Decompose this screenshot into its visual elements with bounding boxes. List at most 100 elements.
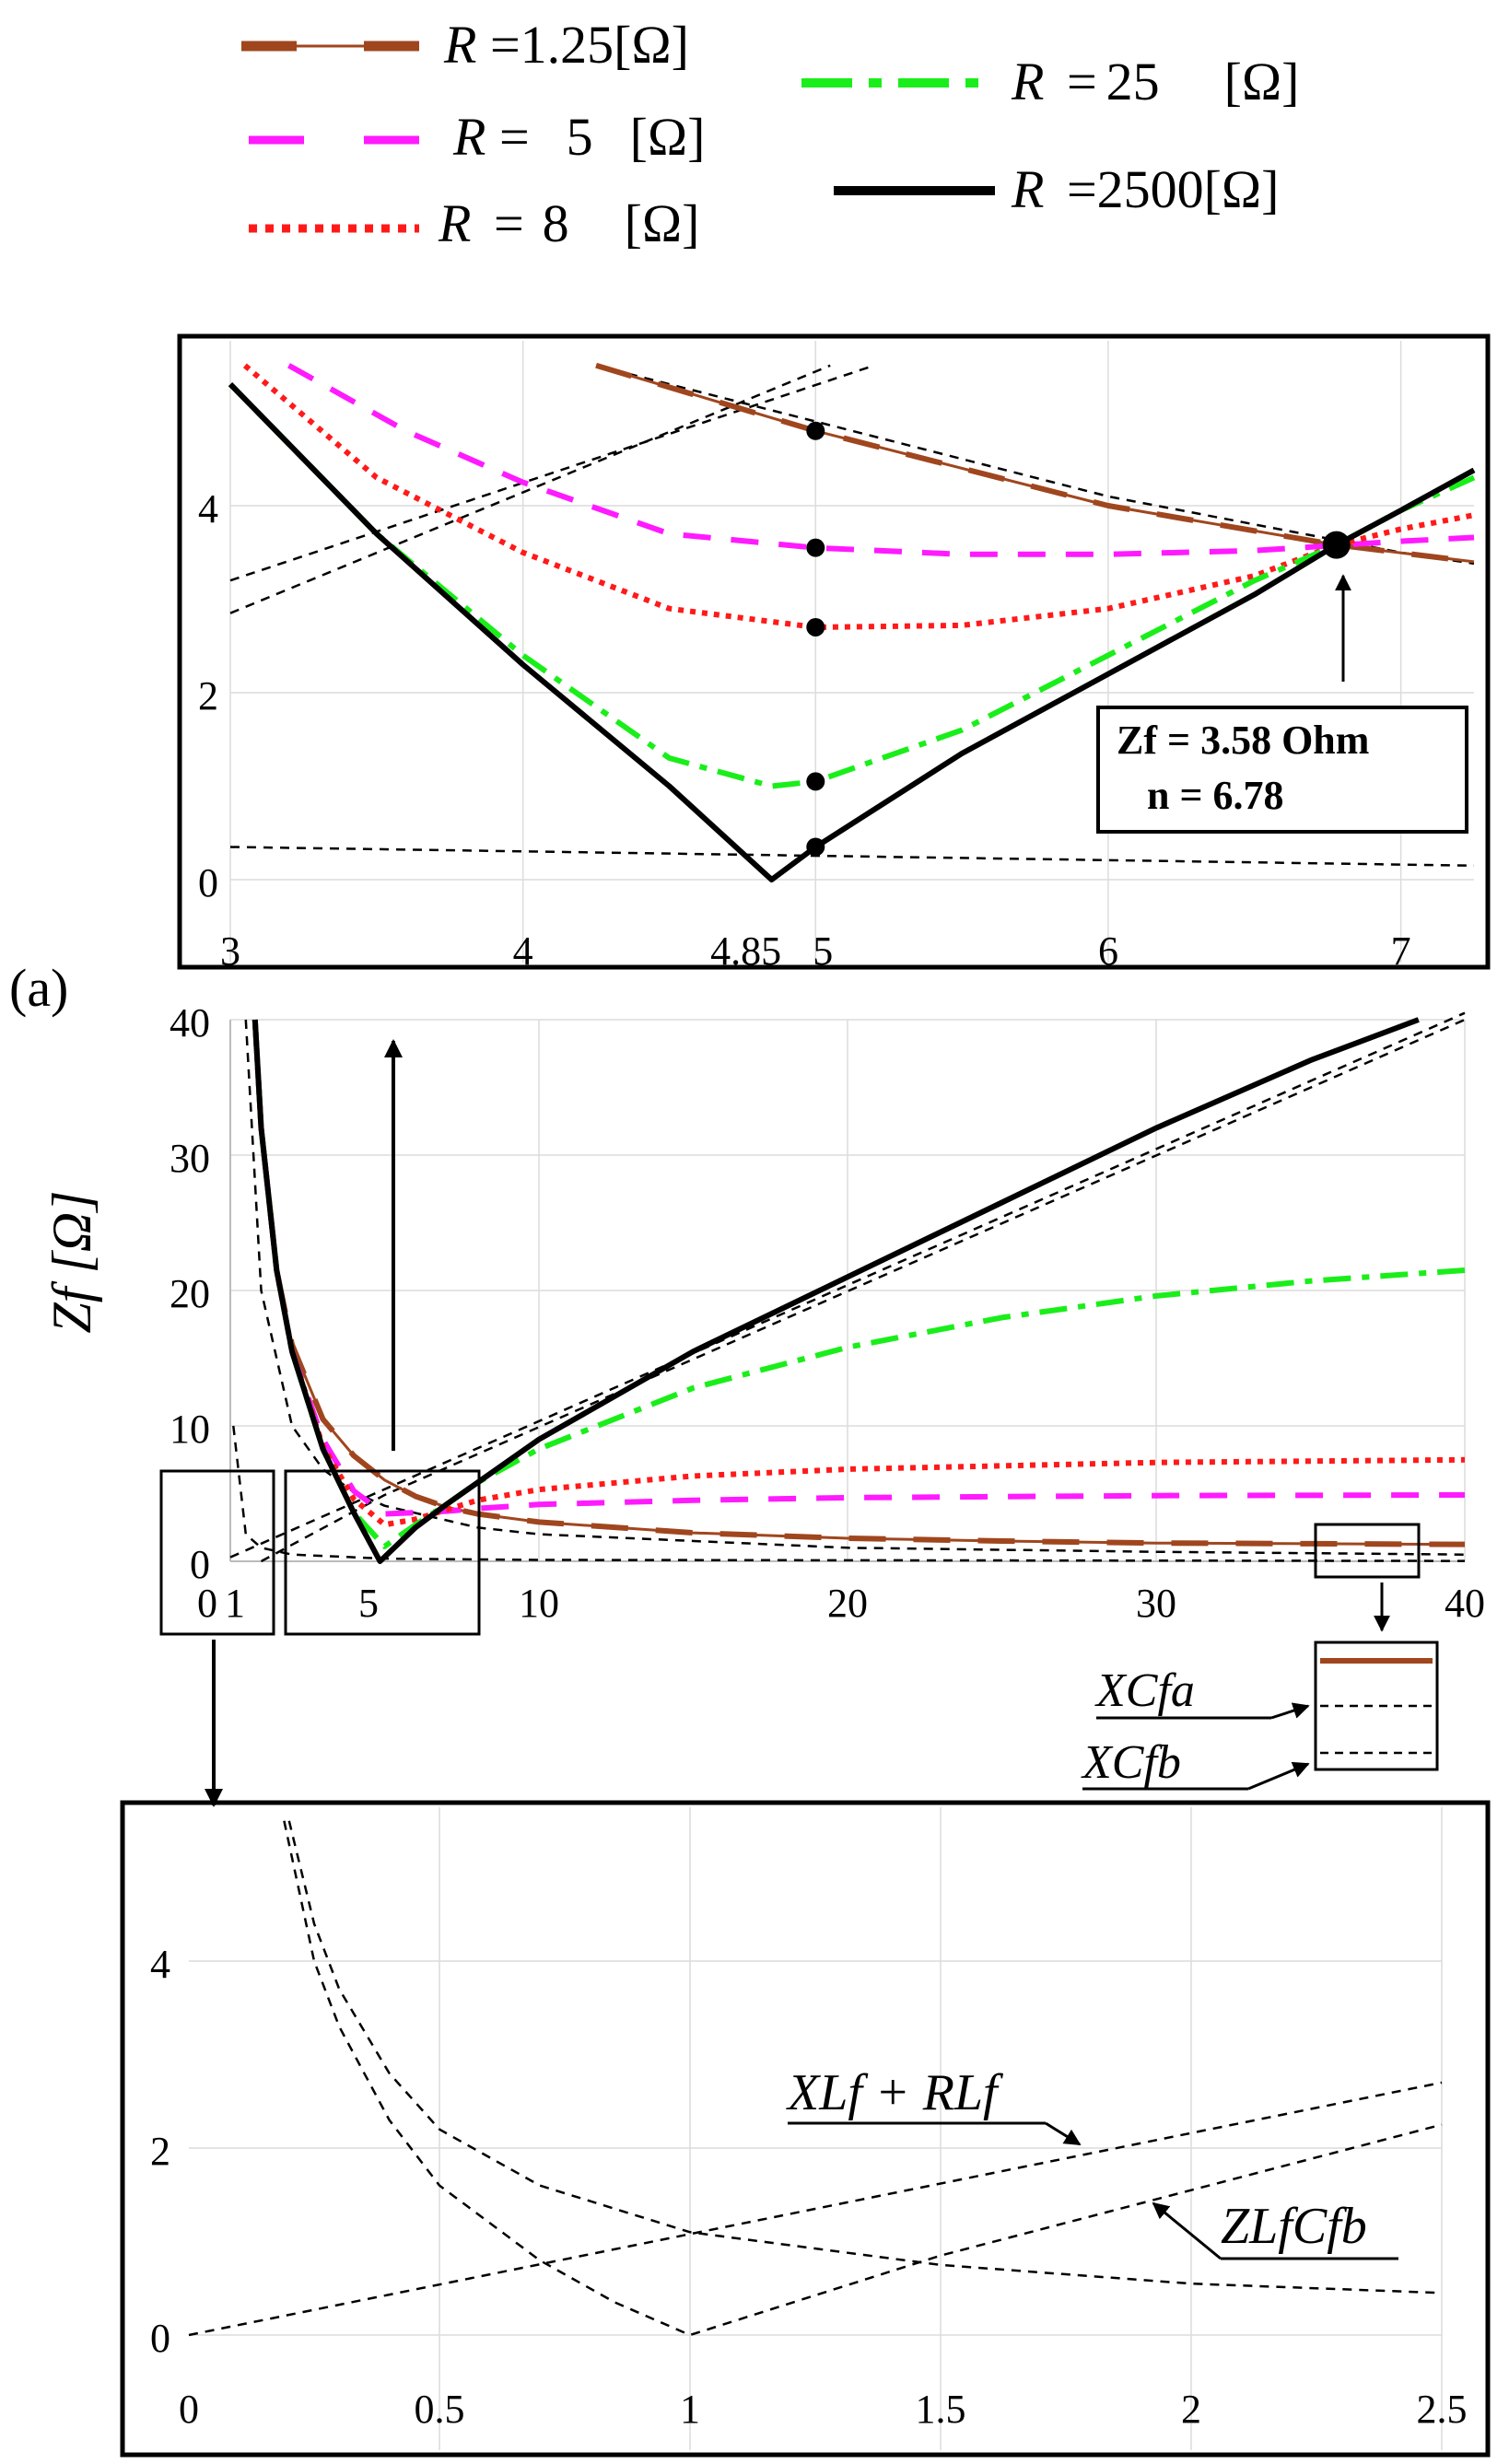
- legend-entry-r8: R = 8 [Ω]: [249, 193, 699, 253]
- main-y-tick-0: 0: [190, 1542, 210, 1587]
- main-y-tick-40: 40: [170, 1000, 210, 1045]
- inset-bottom-series-zlfcfb: [283, 1820, 1443, 2337]
- legend-entry-r1-25: R =1.25[Ω]: [241, 15, 689, 75]
- main-series: [229, 1011, 1466, 1564]
- svg-text:R =2500[Ω]: R =2500[Ω]: [1011, 159, 1279, 219]
- inset-top-markers: [806, 421, 1351, 857]
- zoom-box-right: [1314, 1523, 1421, 1579]
- main-x-tick-5: 5: [358, 1581, 379, 1626]
- svg-text:R =1.25[Ω]: R =1.25[Ω]: [443, 15, 689, 75]
- inset-top-series: [228, 362, 1476, 882]
- legend-unit: [Ω]: [1204, 159, 1280, 219]
- main-x-tick-20: 20: [827, 1581, 868, 1626]
- main-series-r-25: [251, 1019, 1466, 1549]
- detail-box: XCfa XCfb: [1081, 1641, 1439, 1791]
- label-xcfb: XCfb: [1081, 1736, 1181, 1789]
- legend-entry-r25: R = 25 [Ω]: [801, 52, 1299, 111]
- main-y-tick-labels: 0 10 20 30 40: [170, 1000, 210, 1587]
- legend-unit: [Ω]: [614, 15, 689, 75]
- inset-bottom-x-tick-2: 2: [1181, 2387, 1201, 2432]
- inset-bottom-chart: 0 2 4 0 0.5 1 1.5 2 2.5 XLf + RLf ZLfCfb: [120, 1800, 1491, 2458]
- main-x-tick-labels: 0 1 5 10 20 30 40: [197, 1581, 1485, 1626]
- main-series-r-2500: [251, 1017, 1420, 1564]
- annotation-box: Zf = 3.58 Ohm n = 6.78: [1096, 706, 1468, 834]
- inset-top-y-tick-0: 0: [198, 860, 218, 905]
- inset-top-series-xcfb: [229, 846, 1475, 868]
- legend-entry-r2500: R =2500[Ω]: [834, 159, 1279, 219]
- inset-bottom-y-tick-2: 2: [150, 2129, 170, 2174]
- svg-text:R =25[Ω]: R = 25 [Ω]: [1011, 52, 1299, 111]
- legend-value: 25: [1106, 52, 1160, 111]
- inset-top-series-xlf-rlf: [229, 364, 875, 582]
- label-xcfb-pointer: [1247, 1761, 1310, 1791]
- legend-eq: =: [494, 193, 524, 253]
- main-series-r-1-25-overlay: [251, 1019, 1466, 1547]
- svg-text:R =8[Ω]: R = 8 [Ω]: [438, 193, 699, 253]
- main-series-zlfcfb: [260, 1018, 1466, 1563]
- inset-top-x-tick-3: 3: [220, 928, 240, 974]
- intersection-point: [1322, 531, 1351, 559]
- inset-bottom-x-tick-1-5: 1.5: [916, 2387, 966, 2432]
- legend-symbol: R: [438, 193, 471, 253]
- legend-value: 1.25: [521, 15, 614, 75]
- legend: R =1.25[Ω] R = 5 [Ω] R = 8 [Ω] R = 25 [Ω] R =2…: [241, 15, 1299, 253]
- inset-top-y-tick-4: 4: [198, 486, 218, 531]
- main-y-tick-10: 10: [170, 1407, 210, 1452]
- legend-eq: =: [1067, 52, 1097, 111]
- inset-top-x-tick-5: 5: [813, 928, 833, 974]
- zoom-box-center: [284, 1469, 481, 1636]
- inset-top-series-r-5: [287, 363, 1475, 557]
- inset-top-series-r-1-25: [595, 364, 1475, 564]
- panel-label: (a): [9, 958, 68, 1018]
- legend-symbol: R: [1011, 159, 1044, 219]
- inset-bottom-x-tick-0-5: 0.5: [415, 2387, 465, 2432]
- inset-bottom-x-tick-2-5: 2.5: [1417, 2387, 1468, 2432]
- label-zlfcfb-pointer: [1152, 2201, 1222, 2260]
- main-x-tick-40: 40: [1445, 1581, 1485, 1626]
- legend-unit: [Ω]: [625, 193, 700, 253]
- label-zlfcfb: ZLfCfb: [1221, 2198, 1367, 2255]
- label-xlf-rlf: XLf + RLf: [786, 2064, 1004, 2121]
- inset-top-x-tick-6: 6: [1098, 928, 1118, 974]
- svg-text:R =5[Ω]: R = 5 [Ω]: [452, 107, 705, 167]
- inset-top-x-tick-7: 7: [1391, 928, 1411, 974]
- label-xcfa-pointer: [1270, 1702, 1310, 1720]
- inset-top-marker-1: [806, 538, 825, 557]
- legend-eq: =: [499, 107, 530, 167]
- main-x-tick-1: 1: [225, 1581, 245, 1626]
- inset-bottom-y-tick-labels: 0 2 4: [150, 1942, 170, 2361]
- legend-value: 2500: [1097, 159, 1204, 219]
- inset-bottom-grid: [189, 1807, 1443, 2450]
- inset-top-series-r-1-25-overlay: [595, 362, 1475, 565]
- legend-value: 5: [567, 107, 593, 167]
- inset-bottom-y-tick-4: 4: [150, 1942, 170, 1987]
- zoom-box-left: [159, 1469, 275, 1636]
- main-y-tick-20: 20: [170, 1271, 210, 1316]
- annotation-n: n = 6.78: [1147, 773, 1284, 818]
- inset-top-marker-4: [806, 837, 825, 857]
- inset-top-marker-2: [806, 617, 825, 636]
- label-xlf-rlf-pointer: [1045, 2121, 1082, 2146]
- main-chart: 0 10 20 30 40 0 1 5 10 20 30 40 Zf [Ω] XCfa XCfb: [41, 1000, 1485, 1807]
- main-y-tick-30: 30: [170, 1136, 210, 1181]
- label-xcfa: XCfa: [1094, 1664, 1195, 1717]
- inset-top-series-r-8: [242, 363, 1475, 630]
- inset-top-chart: 024 3 4 4.85 5 6 7 Zf = 3.58 Ohm n = 6.78: [177, 333, 1491, 974]
- annotation-box-frame: [1096, 706, 1468, 834]
- inset-bottom-series-xcfa: [287, 1820, 1443, 2295]
- inset-bottom-x-tick-labels: 0 0.5 1 1.5 2 2.5: [179, 2387, 1468, 2432]
- inset-bottom-series-xlf-rlf: [188, 2081, 1443, 2337]
- annotation-zf: Zf = 3.58 Ohm: [1117, 718, 1369, 763]
- legend-unit: [Ω]: [630, 107, 706, 167]
- inset-bottom-series: [188, 1820, 1443, 2337]
- inset-top-x-tick-4: 4: [513, 928, 533, 974]
- inset-top-y-tick-labels: 0 2 4: [198, 486, 218, 905]
- main-x-tick-30: 30: [1136, 1581, 1176, 1626]
- main-y-axis-label: Zf [Ω]: [41, 1190, 102, 1333]
- main-x-tick-10: 10: [519, 1581, 559, 1626]
- inset-top-y-tick-2: 2: [198, 673, 218, 718]
- legend-symbol: R: [452, 107, 485, 167]
- main-x-tick-0: 0: [197, 1581, 217, 1626]
- legend-entry-r5: R = 5 [Ω]: [249, 107, 705, 167]
